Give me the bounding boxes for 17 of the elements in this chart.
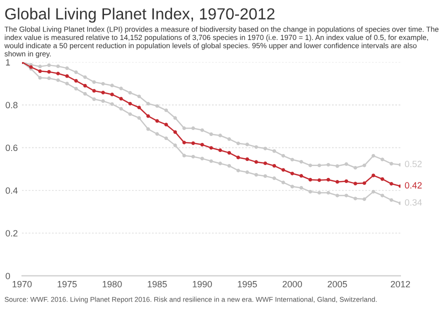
x-tick-label: 1970 [12, 280, 32, 288]
x-tick-label: 1975 [58, 280, 77, 288]
x-tick-label: 1995 [238, 280, 257, 288]
x-tick-label: 2000 [282, 280, 302, 288]
y-tick-label: 0.6 [6, 144, 18, 152]
x-tick-label: 2012 [390, 280, 410, 288]
y-tick-label: 1 [6, 59, 10, 66]
x-tick-label: 1990 [192, 280, 212, 288]
y-tick-label: 0.4 [6, 187, 18, 194]
x-tick-label: 1980 [102, 280, 122, 288]
x-tick-label: 2005 [328, 280, 347, 288]
x-tick-label: 1985 [148, 280, 167, 288]
chart-title: Global Living Planet Index, 1970-2012 [5, 8, 274, 23]
y-tick-label: 0.8 [6, 102, 18, 108]
data-label: 0.42 [404, 182, 422, 189]
y-tick-label: 0 [6, 272, 10, 280]
y-tick-label: 0.2 [6, 230, 18, 236]
